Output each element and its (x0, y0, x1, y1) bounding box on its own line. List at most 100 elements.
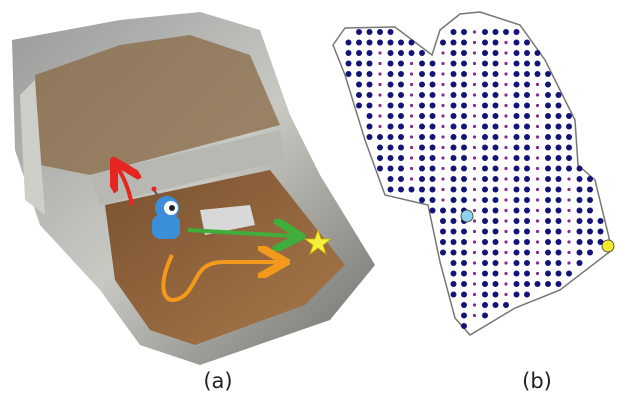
map-dot (482, 134, 488, 140)
map-dot (504, 51, 507, 54)
map-dot (493, 103, 499, 109)
map-dot (524, 239, 530, 245)
map-dot (524, 218, 530, 224)
map-dot (482, 229, 488, 235)
map-dot (493, 281, 499, 287)
map-dot (577, 166, 583, 172)
map-dot (514, 187, 520, 193)
map-dot (482, 313, 488, 319)
map-dot (536, 240, 539, 243)
map-dot (388, 124, 394, 130)
map-dot (493, 302, 499, 308)
map-dot (545, 250, 551, 256)
map-dot (567, 188, 570, 191)
map-dot (473, 240, 476, 243)
map-dot (473, 41, 476, 44)
map-dot (482, 292, 488, 298)
map-dot (473, 261, 476, 264)
map-dot (461, 113, 467, 119)
map-dot (473, 93, 476, 96)
map-dot (598, 229, 604, 235)
map-dot (535, 50, 541, 56)
map-dot (536, 177, 539, 180)
map-dot (567, 230, 570, 233)
map-dot (566, 166, 572, 172)
map-dot (378, 125, 381, 128)
map-dot (461, 29, 467, 35)
map-dot (451, 40, 457, 46)
map-dot (566, 271, 572, 277)
map-dot (587, 229, 593, 235)
map-dot (545, 92, 551, 98)
map-dot (461, 40, 467, 46)
map-dot (524, 61, 530, 67)
map-dot (461, 281, 467, 287)
map-dot (388, 50, 394, 56)
map-dot (419, 50, 425, 56)
map-dot (377, 166, 383, 172)
map-dot (524, 124, 530, 130)
map-dot (461, 197, 467, 203)
map-dot (410, 83, 413, 86)
map-dot (473, 198, 476, 201)
map-dot (556, 134, 562, 140)
map-dot (388, 113, 394, 119)
map-dot (514, 124, 520, 130)
map-dot (545, 281, 551, 287)
map-dot (346, 61, 352, 67)
map-dot (440, 239, 446, 245)
map-dot (473, 72, 476, 75)
map-dot (536, 251, 539, 254)
map-dot (419, 155, 425, 161)
map-dot (346, 71, 352, 77)
map-dot (441, 156, 444, 159)
map-dot (482, 155, 488, 161)
map-dot (461, 302, 467, 308)
map-dot (482, 92, 488, 98)
map-dot (514, 250, 520, 256)
start-marker (461, 210, 473, 222)
map-dot (524, 176, 530, 182)
map-dot (577, 239, 583, 245)
map-dot (410, 135, 413, 138)
map-dot (524, 92, 530, 98)
map-dot (461, 155, 467, 161)
map-dot (410, 104, 413, 107)
map-dot (356, 61, 362, 67)
map-dot (367, 61, 373, 67)
map-dot (398, 134, 404, 140)
map-dot (524, 208, 530, 214)
map-dot (451, 197, 457, 203)
map-dot (388, 82, 394, 88)
map-dot (524, 197, 530, 203)
map-dot (514, 239, 520, 245)
map-dot (482, 40, 488, 46)
map-dot (493, 260, 499, 266)
map-dot (493, 113, 499, 119)
map-dot (473, 303, 476, 306)
map-dot (473, 167, 476, 170)
map-dot (441, 51, 444, 54)
map-dot (482, 271, 488, 277)
map-dot (410, 146, 413, 149)
map-dot (461, 145, 467, 151)
map-dot (419, 103, 425, 109)
map-dot (504, 272, 507, 275)
map-dot (367, 29, 373, 35)
map-dot (451, 113, 457, 119)
map-dot (556, 208, 562, 214)
map-dot (398, 176, 404, 182)
map-dot (451, 134, 457, 140)
map-dot (388, 176, 394, 182)
map-dot (398, 155, 404, 161)
map-dot (410, 177, 413, 180)
map-dot (524, 155, 530, 161)
map-dot (451, 271, 457, 277)
map-dot (473, 51, 476, 54)
map-dot (346, 50, 352, 56)
map-dot (545, 71, 551, 77)
map-dot (461, 103, 467, 109)
map-dot (451, 155, 457, 161)
map-dot (419, 166, 425, 172)
map-dot (367, 50, 373, 56)
